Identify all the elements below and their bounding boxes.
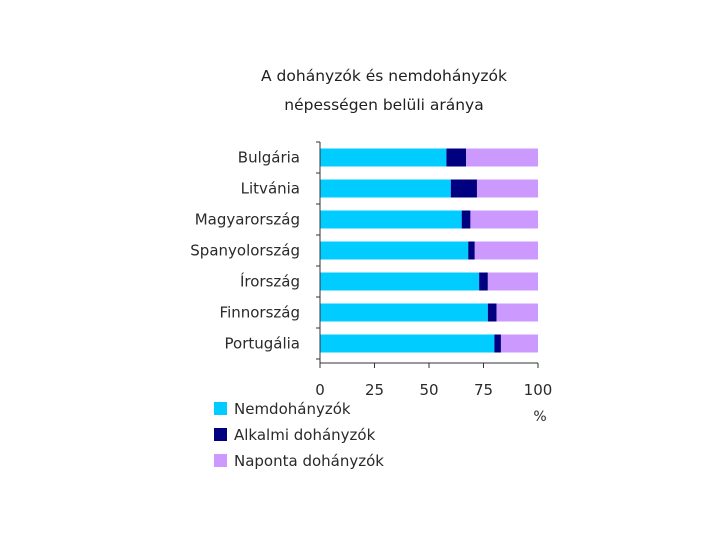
bar-segment: [446, 148, 467, 167]
x-tick-label: 50: [419, 381, 438, 399]
bar-segment: [466, 148, 538, 167]
chart-title-line-2: népességen belüli aránya: [284, 96, 483, 114]
category-label: Litvánia: [241, 180, 300, 198]
bar-segment: [500, 334, 538, 353]
category-label: Finnország: [220, 304, 300, 322]
category-label: Spanyolország: [190, 242, 300, 260]
bar-segment: [450, 179, 477, 198]
chart-title-line-1: A dohányzók és nemdohányzók: [261, 67, 507, 85]
bar-segment: [320, 148, 447, 167]
category-label: Portugália: [225, 335, 300, 353]
bar-segment: [320, 334, 495, 353]
x-tick-label: 100: [524, 381, 553, 399]
legend-label: Naponta dohányzók: [234, 452, 384, 470]
bar-segment: [487, 303, 497, 322]
chart-title: A dohányzók és nemdohányzók népességen b…: [261, 67, 507, 114]
legend-label: Alkalmi dohányzók: [234, 426, 376, 444]
x-tick-label: 25: [365, 381, 384, 399]
bar-segment: [320, 241, 469, 260]
bar-segment: [487, 272, 538, 291]
bar-segment: [320, 272, 480, 291]
x-axis: 0 25 50 75 100: [315, 141, 553, 399]
legend: Nemdohányzók Alkalmi dohányzók Naponta doh…: [214, 400, 384, 470]
x-axis-unit-label: %: [533, 409, 546, 425]
bar-segment: [470, 210, 538, 229]
plot-area: Bulgária Litvánia Magyarország Spanyolorszá…: [190, 148, 538, 353]
bar-segment: [474, 241, 538, 260]
category-label: Írország: [240, 272, 300, 291]
category-label: Bulgária: [238, 149, 300, 167]
bar-segment: [461, 210, 471, 229]
legend-label: Nemdohányzók: [234, 400, 351, 418]
bar-segment: [479, 272, 488, 291]
bar-segment: [468, 241, 475, 260]
bar-segment: [320, 179, 451, 198]
legend-swatch: [214, 454, 227, 467]
category-label: Magyarország: [195, 211, 300, 229]
bar-segment: [496, 303, 538, 322]
legend-swatch: [214, 428, 227, 441]
legend-swatch: [214, 402, 227, 415]
bar-segment: [494, 334, 501, 353]
bar-segment: [476, 179, 538, 198]
x-tick-label: 75: [474, 381, 493, 399]
bar-segment: [320, 210, 462, 229]
x-tick-label: 0: [315, 381, 325, 399]
bar-segment: [320, 303, 488, 322]
